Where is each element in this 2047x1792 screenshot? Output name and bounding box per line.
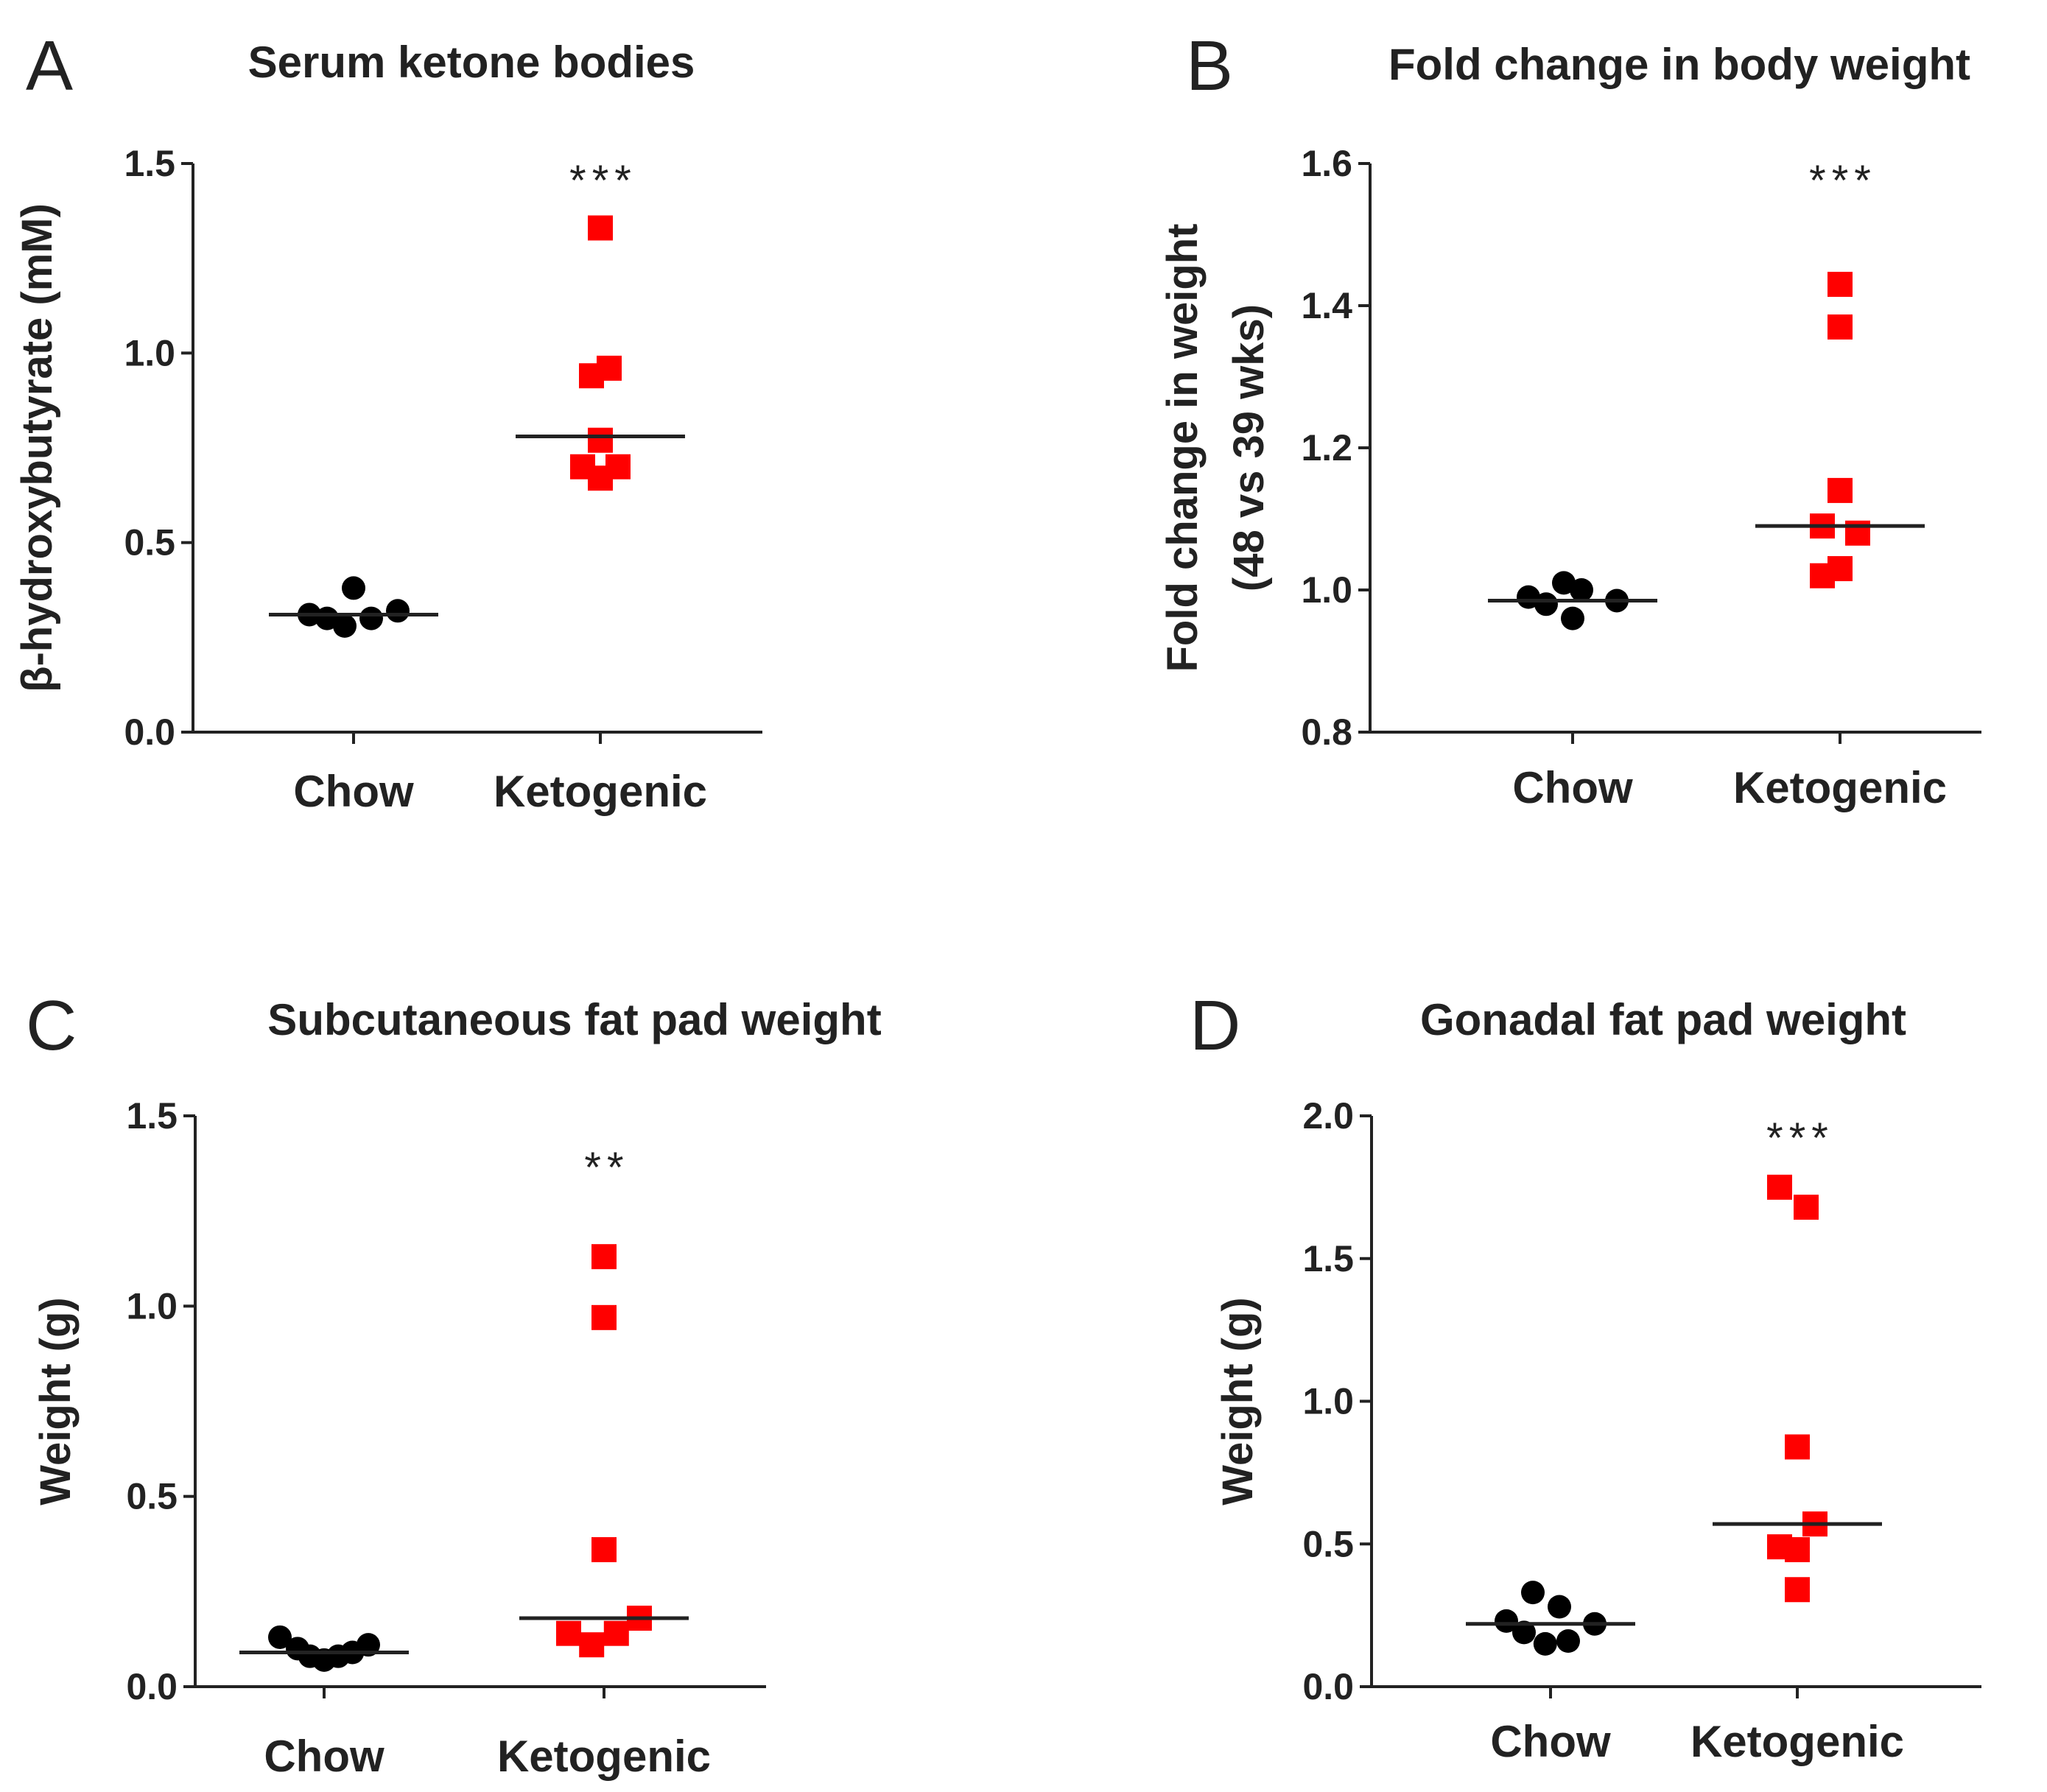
data-point bbox=[1827, 314, 1853, 340]
data-point bbox=[1533, 1631, 1557, 1656]
data-point bbox=[1785, 1577, 1810, 1603]
y-axis-title-line2: (48 vs 39 wks) bbox=[1225, 304, 1273, 591]
data-point bbox=[359, 606, 383, 630]
series-ketogenic bbox=[1755, 272, 1925, 588]
y-tick-label: 0.5 bbox=[126, 1476, 178, 1517]
y-tick-label: 0.5 bbox=[1302, 1523, 1354, 1564]
series-chow bbox=[239, 1625, 409, 1672]
y-tick-label: 1.0 bbox=[126, 1285, 178, 1327]
x-tick-label: Chow bbox=[1512, 763, 1633, 812]
data-point bbox=[1561, 606, 1584, 630]
y-axis-title: Fold change in weight bbox=[1159, 224, 1207, 672]
panel-d: D Gonadal fat pad weight 0.0 0.5 1.0 1.5 2.0 Ch… bbox=[1190, 986, 1981, 1766]
significance-label: *** bbox=[1809, 157, 1877, 205]
panel-title: Subcutaneous fat pad weight bbox=[267, 995, 881, 1044]
series-chow bbox=[269, 576, 438, 638]
panel-title: Fold change in body weight bbox=[1388, 40, 1970, 89]
data-point bbox=[1827, 477, 1853, 503]
x-tick-label: Ketogenic bbox=[494, 767, 707, 816]
panel-a: A Serum ketone bodies 0.0 0.5 1.0 1.5 Chow Keto… bbox=[13, 27, 762, 816]
x-tick-label: Chow bbox=[293, 767, 414, 816]
y-axis-title: β-hydroxybutyrate (mM) bbox=[13, 203, 61, 692]
x-tick-label: Ketogenic bbox=[497, 1732, 711, 1781]
data-point bbox=[1534, 592, 1558, 616]
data-point bbox=[591, 1537, 617, 1562]
data-point bbox=[1810, 563, 1835, 588]
data-point bbox=[1548, 1595, 1571, 1619]
panel-title: Gonadal fat pad weight bbox=[1420, 995, 1906, 1044]
x-tick-label: Chow bbox=[264, 1732, 385, 1781]
series-chow bbox=[1466, 1581, 1635, 1656]
data-point bbox=[342, 576, 365, 600]
x-tick-label: Ketogenic bbox=[1733, 763, 1947, 812]
y-tick-label: 1.5 bbox=[1302, 1238, 1354, 1279]
data-point bbox=[1495, 1609, 1518, 1633]
significance-label: *** bbox=[569, 157, 637, 205]
panel-letter: D bbox=[1190, 986, 1240, 1065]
data-point bbox=[1552, 571, 1576, 595]
y-tick-label: 0.8 bbox=[1301, 711, 1352, 753]
data-point bbox=[591, 1304, 617, 1330]
y-tick-label: 2.0 bbox=[1302, 1095, 1354, 1136]
data-point bbox=[1785, 1537, 1810, 1562]
data-point bbox=[579, 1632, 605, 1658]
y-tick-label: 1.4 bbox=[1301, 285, 1352, 326]
data-point bbox=[1794, 1195, 1819, 1220]
panel-c: C Subcutaneous fat pad weight 0.0 0.5 1.0 1.5… bbox=[26, 986, 882, 1781]
data-point bbox=[333, 614, 357, 638]
data-point bbox=[597, 355, 622, 381]
data-point bbox=[1521, 1581, 1545, 1605]
panel-letter: A bbox=[26, 27, 73, 105]
panel-letter: C bbox=[26, 986, 77, 1065]
y-axis-title: Weight (g) bbox=[1214, 1297, 1262, 1505]
x-tick-label: Ketogenic bbox=[1690, 1717, 1904, 1766]
data-point bbox=[1767, 1174, 1792, 1200]
y-tick-label: 1.5 bbox=[126, 1095, 178, 1136]
panel-letter: B bbox=[1186, 27, 1233, 105]
panel-title: Serum ketone bodies bbox=[248, 38, 695, 87]
data-point bbox=[315, 606, 339, 630]
data-point bbox=[1827, 272, 1853, 298]
data-point bbox=[1512, 1620, 1536, 1645]
data-point bbox=[588, 215, 613, 241]
data-point bbox=[1517, 585, 1540, 609]
series-chow bbox=[1488, 571, 1657, 630]
data-point bbox=[386, 599, 410, 623]
y-tick-label: 0.0 bbox=[124, 711, 175, 753]
data-point bbox=[268, 1625, 292, 1649]
series-ketogenic bbox=[519, 1244, 689, 1658]
y-tick-label: 1.6 bbox=[1301, 143, 1352, 184]
data-point bbox=[556, 1620, 581, 1646]
x-tick-label: Chow bbox=[1490, 1717, 1611, 1766]
data-point bbox=[588, 427, 613, 453]
y-tick-label: 1.0 bbox=[124, 332, 175, 373]
data-point bbox=[1785, 1434, 1810, 1460]
panel-b: B Fold change in body weight 0.8 1.0 1.2 1.4 1… bbox=[1159, 27, 1981, 812]
significance-label: ** bbox=[584, 1144, 629, 1192]
y-tick-label: 0.0 bbox=[1302, 1666, 1354, 1707]
series-ketogenic bbox=[1713, 1174, 1882, 1603]
y-tick-label: 0.0 bbox=[126, 1666, 178, 1707]
y-tick-label: 1.2 bbox=[1301, 427, 1352, 468]
data-point bbox=[605, 454, 631, 479]
significance-label: *** bbox=[1766, 1114, 1834, 1162]
data-point bbox=[1570, 578, 1593, 602]
y-tick-label: 1.0 bbox=[1301, 569, 1352, 611]
data-point bbox=[603, 1620, 629, 1646]
y-axis-title: Weight (g) bbox=[32, 1297, 80, 1505]
y-tick-label: 0.5 bbox=[124, 522, 175, 563]
y-tick-label: 1.0 bbox=[1302, 1381, 1354, 1422]
data-point bbox=[1556, 1629, 1580, 1653]
series-ketogenic bbox=[516, 215, 685, 491]
y-tick-label: 1.5 bbox=[124, 143, 175, 184]
data-point bbox=[591, 1244, 617, 1270]
